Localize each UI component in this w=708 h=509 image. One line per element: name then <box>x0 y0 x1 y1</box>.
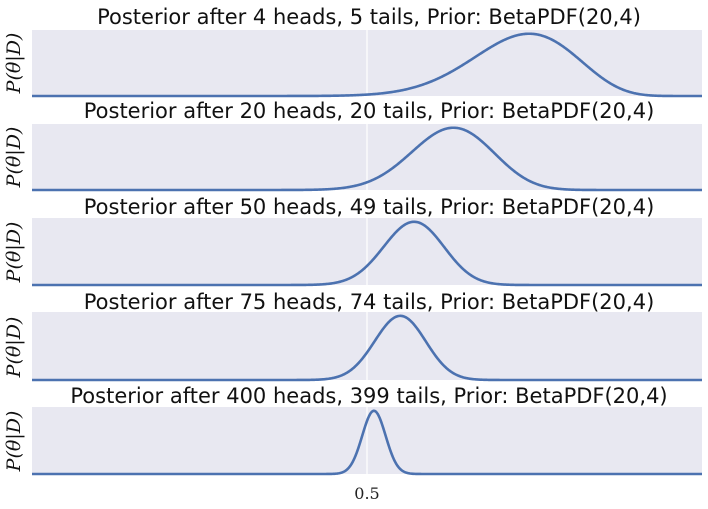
series-line <box>31 314 703 382</box>
subplot-4: Posterior after 75 heads, 74 tails, Prio… <box>3 290 703 382</box>
y-axis-label: P(θ|D) <box>3 222 25 284</box>
subplot-1: Posterior after 4 heads, 5 tails, Prior:… <box>3 5 703 98</box>
subplot-5: Posterior after 400 heads, 399 tails, Pr… <box>3 384 703 476</box>
y-axis-label: P(θ|D) <box>3 411 25 473</box>
y-axis-label: P(θ|D) <box>3 317 25 379</box>
subplot-title: Posterior after 75 heads, 74 tails, Prio… <box>84 290 655 314</box>
series-line <box>31 126 703 192</box>
y-axis-label: P(θ|D) <box>3 127 25 189</box>
y-axis-label: P(θ|D) <box>3 33 25 95</box>
series-line <box>31 220 703 287</box>
series-line <box>31 32 703 98</box>
subplot-3: Posterior after 50 heads, 49 tails, Prio… <box>3 195 703 287</box>
subplot-title: Posterior after 4 heads, 5 tails, Prior:… <box>97 5 641 29</box>
subplot-title: Posterior after 20 heads, 20 tails, Prio… <box>84 99 655 123</box>
series-line <box>31 409 703 476</box>
subplot-title: Posterior after 50 heads, 49 tails, Prio… <box>84 195 655 219</box>
x-tick-label: 0.5 <box>354 484 379 503</box>
subplot-title: Posterior after 400 heads, 399 tails, Pr… <box>70 384 667 408</box>
subplot-2: Posterior after 20 heads, 20 tails, Prio… <box>3 99 703 192</box>
